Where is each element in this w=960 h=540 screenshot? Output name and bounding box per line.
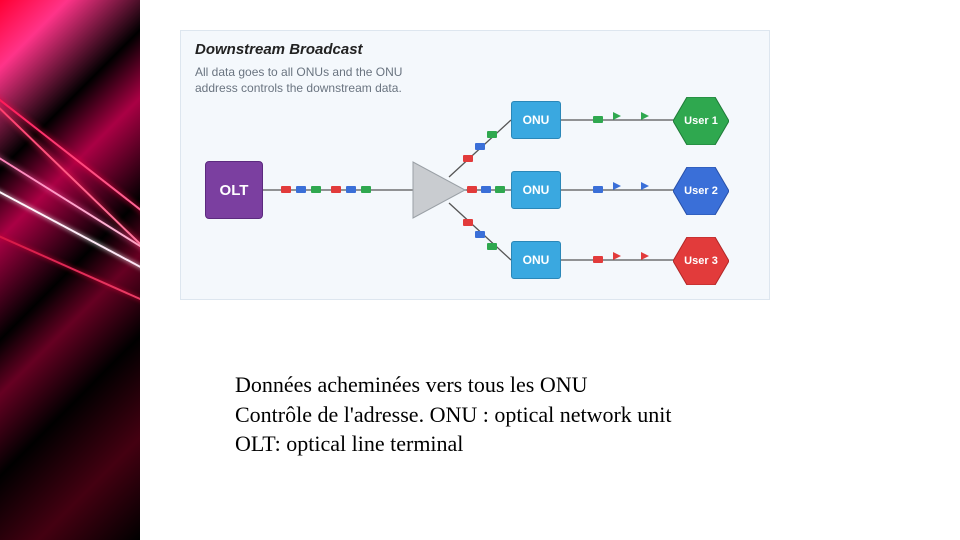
packet-red bbox=[593, 256, 603, 263]
diagram-title: Downstream Broadcast bbox=[195, 41, 755, 58]
packet-blue bbox=[475, 143, 485, 150]
packet-green bbox=[361, 186, 371, 193]
packet-blue bbox=[296, 186, 306, 193]
packet-red bbox=[463, 155, 473, 162]
packet-red bbox=[463, 219, 473, 226]
caption-line1: Données acheminées vers tous les ONU bbox=[235, 372, 588, 397]
diagram-panel: Downstream Broadcast All data goes to al… bbox=[180, 30, 770, 300]
caption-line3: OLT: optical line terminal bbox=[235, 431, 463, 456]
diagram-description: All data goes to all ONUs and the ONU ad… bbox=[195, 64, 425, 96]
content-area: Downstream Broadcast All data goes to al… bbox=[140, 0, 960, 540]
user3-label: User 3 bbox=[673, 237, 729, 285]
caption-line2: Contrôle de l'adresse. ONU : optical net… bbox=[235, 402, 672, 427]
onu2-node: ONU bbox=[511, 171, 561, 209]
user2-node: User 2 bbox=[673, 167, 729, 215]
packet-green bbox=[593, 116, 603, 123]
packet-green bbox=[311, 186, 321, 193]
onu1-node: ONU bbox=[511, 101, 561, 139]
onu2-label: ONU bbox=[523, 183, 550, 197]
packet-green bbox=[487, 243, 497, 250]
caption-text: Données acheminées vers tous les ONU Con… bbox=[235, 370, 825, 459]
user1-node: User 1 bbox=[673, 97, 729, 145]
user2-label: User 2 bbox=[673, 167, 729, 215]
olt-label: OLT bbox=[220, 182, 249, 199]
packet-red bbox=[331, 186, 341, 193]
fiber-optic-sidebar bbox=[0, 0, 140, 540]
packet-blue bbox=[346, 186, 356, 193]
olt-node: OLT bbox=[205, 161, 263, 219]
user3-node: User 3 bbox=[673, 237, 729, 285]
packet-green bbox=[487, 131, 497, 138]
packet-blue bbox=[475, 231, 485, 238]
user1-label: User 1 bbox=[673, 97, 729, 145]
packet-blue bbox=[593, 186, 603, 193]
packet-green bbox=[495, 186, 505, 193]
onu1-label: ONU bbox=[523, 113, 550, 127]
onu3-label: ONU bbox=[523, 253, 550, 267]
onu3-node: ONU bbox=[511, 241, 561, 279]
packet-blue bbox=[481, 186, 491, 193]
packet-red bbox=[281, 186, 291, 193]
packet-red bbox=[467, 186, 477, 193]
